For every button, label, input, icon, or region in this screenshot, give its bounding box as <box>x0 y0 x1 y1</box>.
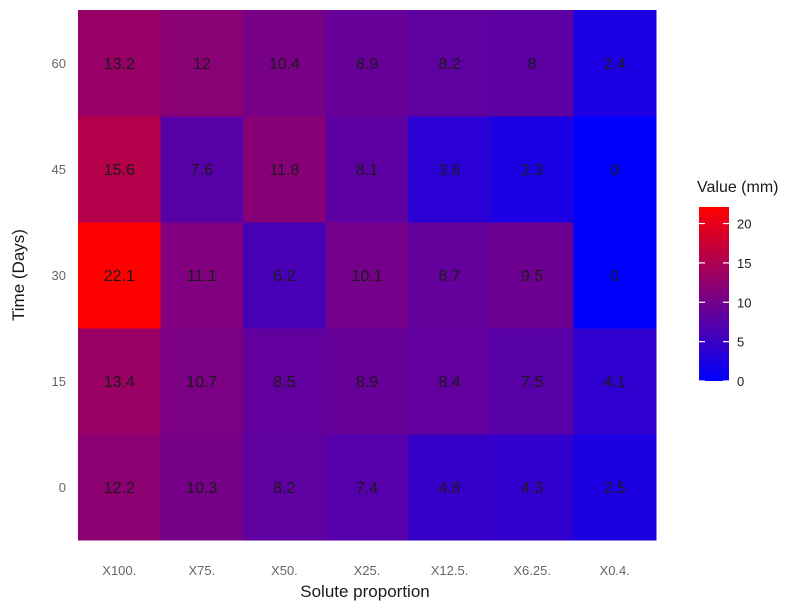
cell-value-label: 13.4 <box>104 374 135 391</box>
x-tick-label: X100. <box>102 563 136 578</box>
cell-value-label: 11.1 <box>187 268 217 285</box>
heatmap-cell <box>325 222 409 329</box>
heatmap-cell <box>160 222 244 329</box>
heatmap-cell <box>243 10 327 117</box>
heatmap-cell <box>243 328 327 435</box>
heatmap-cell <box>160 434 244 541</box>
y-tick-label: 15 <box>52 374 66 389</box>
heatmap-cell <box>243 434 327 541</box>
cell-value-label: 7.5 <box>521 374 543 391</box>
x-axis-title: Solute proportion <box>300 582 429 601</box>
cell-value-label: 8.9 <box>356 374 378 391</box>
y-tick-label: 0 <box>59 480 66 495</box>
cell-value-label: 8.1 <box>356 162 378 179</box>
x-tick-label: X75. <box>188 563 215 578</box>
legend-tick-label: 5 <box>737 335 744 350</box>
cell-value-label: 8.7 <box>438 268 460 285</box>
heatmap-cell <box>408 116 492 223</box>
y-tick-label: 45 <box>52 162 66 177</box>
cell-value-label: 12.2 <box>104 480 135 497</box>
x-tick-label: X6.25. <box>513 563 551 578</box>
cell-value-label: 8.9 <box>356 56 378 73</box>
cell-value-label: 8 <box>528 56 537 73</box>
heatmap-cell <box>78 116 162 223</box>
heatmap-cell <box>408 10 492 117</box>
cell-value-label: 0 <box>610 162 619 179</box>
x-tick-labels: X100. X75. X50. X25. X12.5. X6.25. X0.4. <box>102 563 630 578</box>
cell-value-label: 8.2 <box>438 56 460 73</box>
heatmap-cell <box>490 10 574 117</box>
cell-value-label: 0 <box>610 268 619 285</box>
cell-value-label: 8.2 <box>273 480 295 497</box>
cell-value-label: 10.3 <box>186 480 217 497</box>
heatmap-cell <box>490 434 574 541</box>
cell-labels: 12.2 10.3 8.2 7.4 4.8 4.3 2.5 13.4 10.7 8.5 8.9 8.4… <box>104 56 626 497</box>
y-tick-label: 30 <box>52 268 66 283</box>
heatmap-cell <box>490 116 574 223</box>
cell-value-label: 3.6 <box>438 162 460 179</box>
heatmap-cell <box>325 116 409 223</box>
legend-colorbar <box>699 207 729 381</box>
cell-value-label: 10.4 <box>269 56 300 73</box>
x-tick-label: X12.5. <box>431 563 469 578</box>
cell-value-label: 15.6 <box>104 162 135 179</box>
cell-value-label: 4.1 <box>604 374 626 391</box>
cell-value-label: 11.8 <box>269 162 299 179</box>
heatmap-cell <box>573 434 657 541</box>
heatmap-cell <box>408 434 492 541</box>
cell-value-label: 2.3 <box>521 162 543 179</box>
legend-tick-label: 15 <box>737 256 751 271</box>
cell-value-label: 4.3 <box>521 480 543 497</box>
heatmap-cells <box>78 10 657 541</box>
heatmap-cell <box>78 222 162 329</box>
cell-value-label: 8.5 <box>273 374 295 391</box>
color-legend: Value (mm) 0 5 10 15 20 <box>697 179 779 389</box>
legend-title: Value (mm) <box>697 179 779 196</box>
cell-value-label: 10.1 <box>351 268 382 285</box>
heatmap-cell <box>325 10 409 117</box>
x-tick-label: X50. <box>271 563 298 578</box>
heatmap-cell <box>490 328 574 435</box>
legend-tick-label: 0 <box>737 374 744 389</box>
heatmap-cell <box>160 116 244 223</box>
cell-value-label: 8.4 <box>438 374 460 391</box>
legend-tick-label: 10 <box>737 295 751 310</box>
heatmap-cell <box>243 116 327 223</box>
cell-value-label: 2.4 <box>604 56 626 73</box>
heatmap-cell <box>325 328 409 435</box>
x-tick-label: X25. <box>354 563 381 578</box>
heatmap-cell <box>78 328 162 435</box>
cell-value-label: 13.2 <box>104 56 135 73</box>
heatmap-cell <box>78 434 162 541</box>
heatmap-cell <box>573 222 657 329</box>
cell-value-label: 12 <box>193 56 211 73</box>
cell-value-label: 4.8 <box>438 480 460 497</box>
y-axis-title: Time (Days) <box>9 229 28 321</box>
cell-value-label: 7.6 <box>191 162 213 179</box>
y-tick-label: 60 <box>52 56 66 71</box>
heatmap-cell <box>490 222 574 329</box>
legend-tick-label: 20 <box>737 217 751 232</box>
cell-value-label: 2.5 <box>604 480 626 497</box>
heatmap-cell <box>78 10 162 117</box>
cell-value-label: 22.1 <box>104 268 135 285</box>
cell-value-label: 9.5 <box>521 268 543 285</box>
cell-value-label: 6.2 <box>273 268 295 285</box>
heatmap-cell <box>408 328 492 435</box>
heatmap-cell <box>573 116 657 223</box>
heatmap-cell <box>573 10 657 117</box>
legend-ticks: 0 5 10 15 20 <box>699 217 751 389</box>
cell-value-label: 7.4 <box>356 480 378 497</box>
heatmap-cell <box>160 328 244 435</box>
heatmap-cell <box>408 222 492 329</box>
cell-value-label: 10.7 <box>186 374 217 391</box>
heatmap-cell <box>160 10 244 117</box>
y-tick-labels: 0 15 30 45 60 <box>52 56 66 495</box>
heatmap-cell <box>573 328 657 435</box>
x-tick-label: X0.4. <box>600 563 630 578</box>
heatmap-cell <box>325 434 409 541</box>
heatmap-cell <box>243 222 327 329</box>
